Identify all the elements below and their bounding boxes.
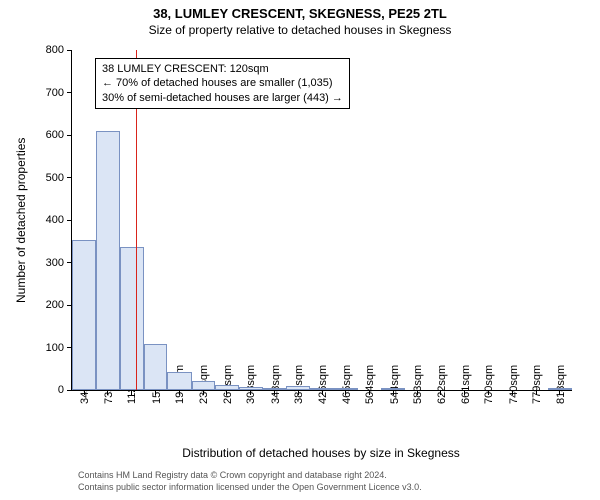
y-tick-label: 100 [46,342,72,354]
histogram-bar [310,388,334,390]
y-tick-label: 0 [58,384,72,396]
x-tick-label: 544sqm [389,365,401,404]
annotation-line-3: 30% of semi-detached houses are larger (… [102,91,343,105]
chart-container: 38, LUMLEY CRESCENT, SKEGNESS, PE25 2TL … [0,0,600,500]
x-tick-label: 426sqm [317,365,329,404]
histogram-bar [381,388,405,390]
x-tick-label: 700sqm [483,365,495,404]
x-tick-label: 622sqm [436,365,448,404]
x-tick-label: 818sqm [555,365,567,404]
y-tick-label: 300 [46,257,72,269]
histogram-bar [215,385,239,390]
histogram-bar [167,372,191,390]
x-tick-label: 779sqm [531,365,543,404]
x-tick-label: 465sqm [341,365,353,404]
x-tick-label: 504sqm [364,365,376,404]
x-tick-label: 583sqm [412,365,424,404]
x-axis-label: Distribution of detached houses by size … [71,446,571,460]
annotation-line-1: 38 LUMLEY CRESCENT: 120sqm [102,62,343,76]
y-tick-label: 800 [46,44,72,56]
histogram-bar [239,387,263,390]
histogram-bar [548,388,572,390]
histogram-bar [192,381,216,390]
y-tick-label: 400 [46,214,72,226]
chart-subtitle: Size of property relative to detached ho… [0,21,600,37]
x-tick-label: 740sqm [508,365,520,404]
annotation-line-2: ← 70% of detached houses are smaller (1,… [102,76,343,90]
chart-title: 38, LUMLEY CRESCENT, SKEGNESS, PE25 2TL [0,0,600,21]
y-tick-label: 500 [46,172,72,184]
attribution-line-2: Contains public sector information licen… [78,482,422,494]
x-tick-label: 308sqm [245,365,257,404]
histogram-bar [72,240,96,390]
y-tick-label: 200 [46,299,72,311]
y-axis-label: Number of detached properties [14,50,28,390]
histogram-bar [144,344,168,390]
histogram-bar [286,386,310,390]
histogram-bar [263,388,287,390]
y-tick-label: 600 [46,129,72,141]
x-tick-label: 661sqm [460,365,472,404]
y-tick-label: 700 [46,87,72,99]
histogram-bar [120,247,144,390]
histogram-bar [334,388,358,390]
attribution-text: Contains HM Land Registry data © Crown c… [78,470,422,493]
x-tick-label: 348sqm [270,365,282,404]
x-tick-label: 387sqm [293,365,305,404]
histogram-bar [96,131,120,390]
attribution-line-1: Contains HM Land Registry data © Crown c… [78,470,422,482]
annotation-box: 38 LUMLEY CRESCENT: 120sqm ← 70% of deta… [95,58,350,109]
